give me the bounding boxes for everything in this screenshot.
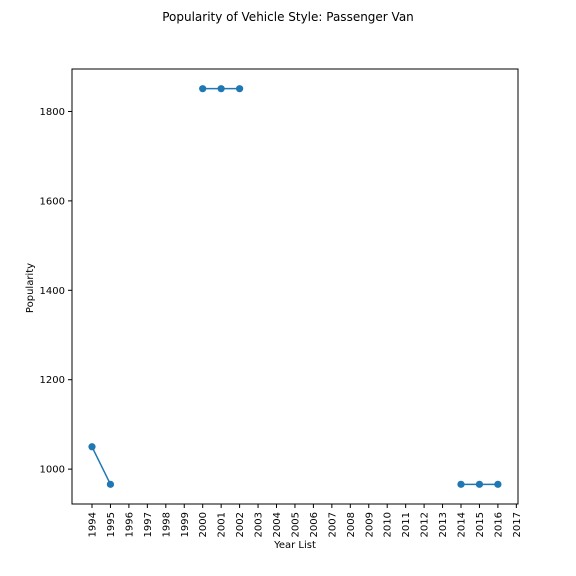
x-tick-label: 2011 — [401, 512, 412, 537]
x-tick-label: 2004 — [272, 512, 283, 537]
data-point — [494, 480, 502, 488]
x-tick-label: 1994 — [88, 512, 99, 537]
y-axis-ticks: 1000 1200 1400 1600 1800 — [40, 107, 72, 476]
series-points — [88, 85, 502, 488]
x-tick-label: 1997 — [143, 512, 154, 537]
x-tick-label: 2014 — [457, 512, 468, 537]
data-point — [236, 85, 244, 93]
x-tick-label: 2017 — [512, 512, 523, 537]
x-axis-ticks: 1994 1995 1996 1997 1998 1999 2000 2001 2002 2003… — [88, 504, 523, 537]
x-tick-label: 2016 — [493, 512, 504, 537]
x-tick-label: 2013 — [438, 512, 449, 537]
x-tick-label: 2003 — [254, 512, 265, 537]
x-tick-label: 2005 — [290, 512, 301, 537]
x-tick-label: 2008 — [346, 512, 357, 537]
data-point — [457, 480, 465, 488]
x-axis-label: Year List — [273, 540, 316, 551]
data-point — [475, 480, 484, 488]
y-tick-label: 1600 — [40, 196, 65, 207]
data-point — [88, 443, 96, 451]
x-tick-label: 2009 — [364, 512, 375, 537]
y-tick-label: 1800 — [40, 107, 65, 118]
data-point — [199, 85, 207, 93]
x-tick-label: 2006 — [309, 512, 320, 537]
x-tick-label: 1995 — [106, 512, 117, 537]
y-tick-label: 1400 — [40, 286, 65, 297]
x-tick-label: 1999 — [180, 512, 191, 537]
x-tick-label: 2015 — [475, 512, 486, 537]
plot-frame — [71, 68, 519, 505]
x-tick-label: 2012 — [420, 512, 431, 537]
x-tick-label: 2002 — [235, 512, 246, 537]
x-tick-label: 1996 — [124, 512, 135, 537]
series-line-segment — [91, 446, 112, 485]
y-tick-label: 1200 — [40, 375, 65, 386]
x-tick-label: 1998 — [161, 512, 172, 537]
data-point — [217, 85, 225, 93]
chart-title: Popularity of Vehicle Style: Passenger V… — [162, 10, 414, 24]
x-tick-label: 2007 — [327, 512, 338, 537]
data-point — [106, 480, 115, 488]
x-tick-label: 2000 — [198, 512, 209, 537]
series-lines — [91, 87, 498, 486]
x-tick-label: 2010 — [383, 512, 394, 537]
x-tick-label: 2001 — [217, 512, 228, 537]
y-axis-label: Popularity — [25, 263, 36, 313]
y-tick-label: 1000 — [40, 465, 65, 476]
